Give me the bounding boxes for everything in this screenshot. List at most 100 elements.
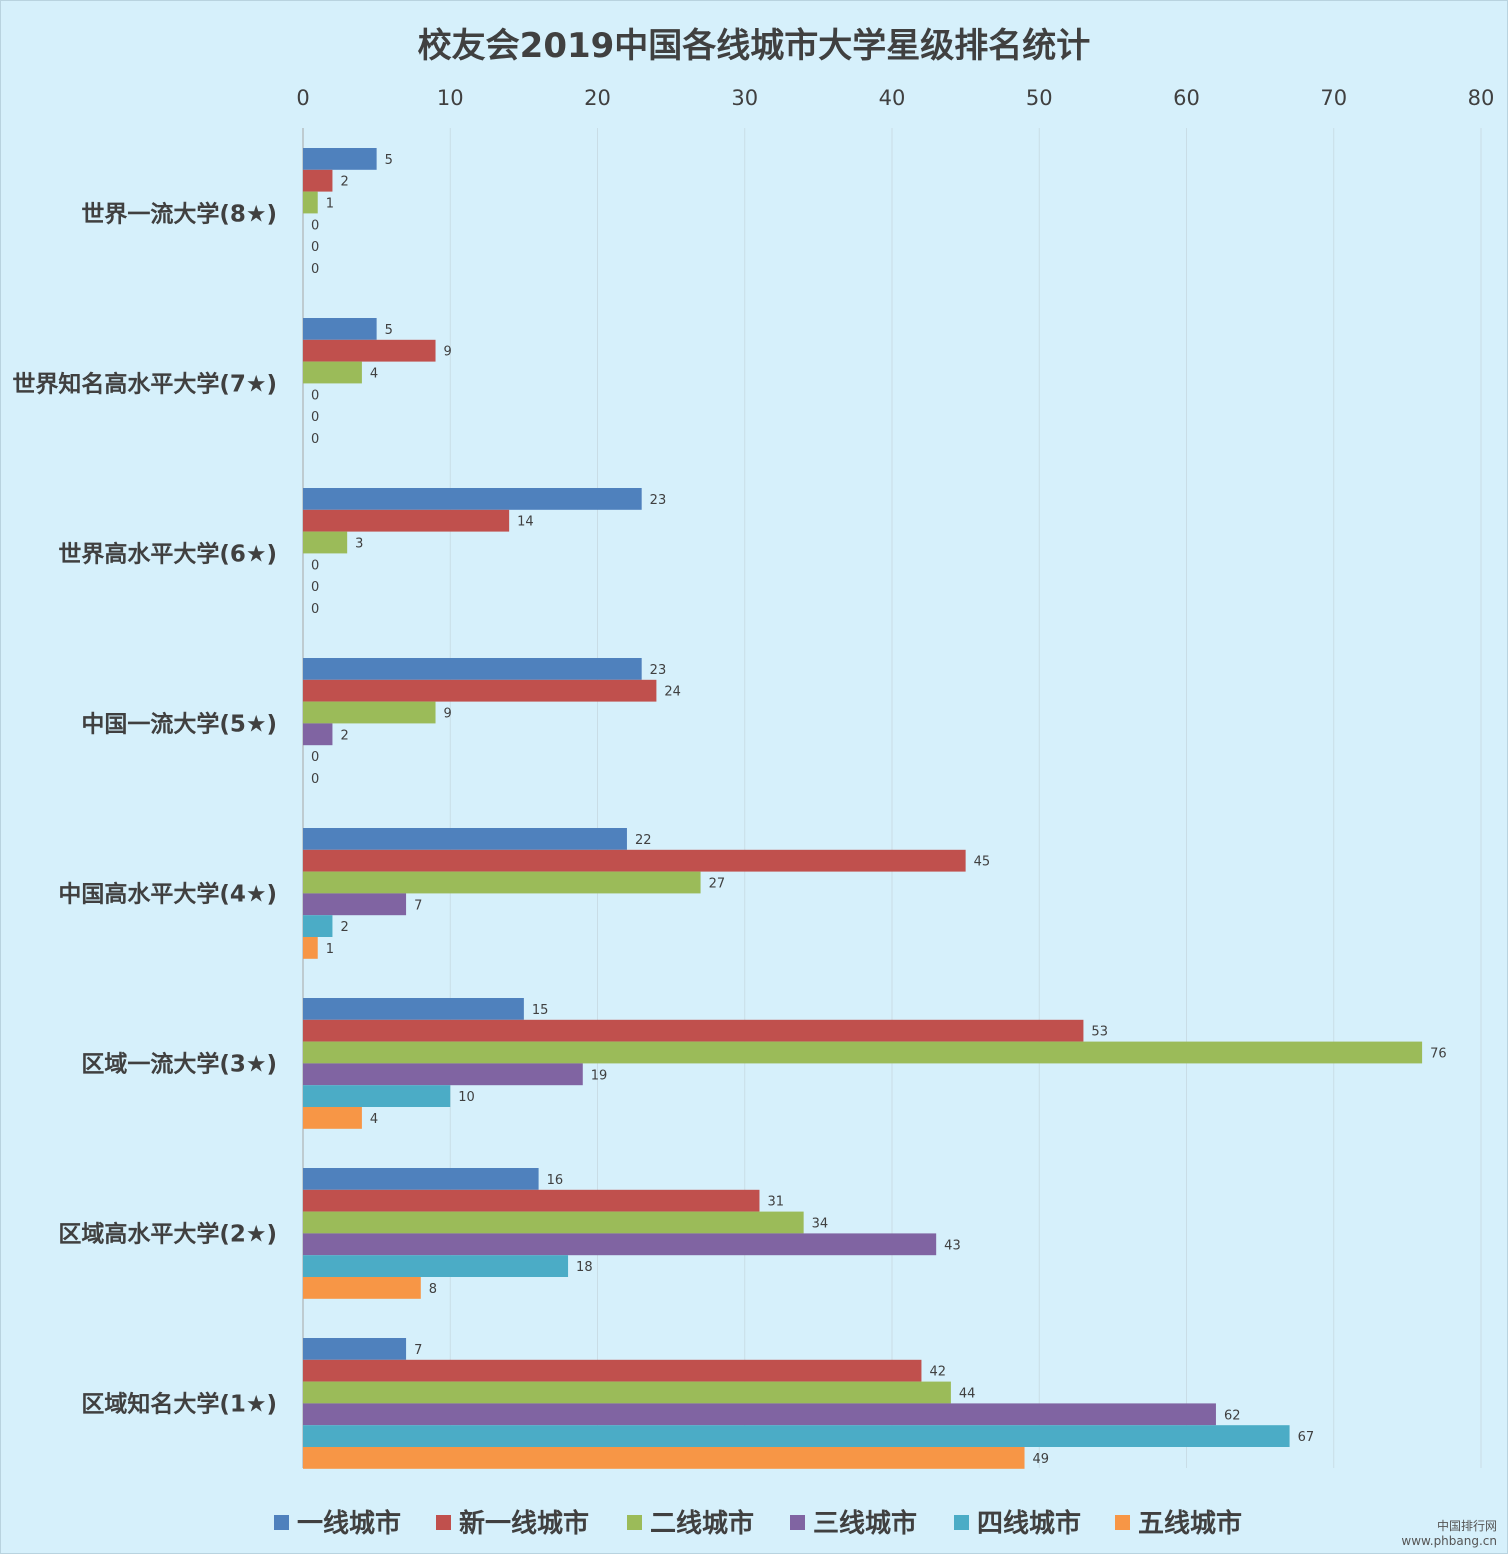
data-labels: 5210005940002314300023249200224527721155… — [311, 153, 1447, 1467]
data-label: 10 — [458, 1090, 475, 1105]
data-label: 9 — [444, 707, 452, 722]
bar — [303, 1019, 1084, 1042]
data-label: 7 — [414, 898, 422, 913]
legend-label: 三线城市 — [813, 1508, 917, 1539]
data-label: 3 — [355, 537, 363, 552]
watermark: 中国排行网 www.phbang.cn — [1401, 1518, 1497, 1548]
data-label: 0 — [311, 772, 319, 787]
data-label: 42 — [929, 1365, 946, 1380]
watermark-line1: 中国排行网 — [1437, 1518, 1497, 1533]
legend-label: 二线城市 — [650, 1508, 754, 1539]
bar — [303, 915, 333, 937]
data-label: 9 — [444, 345, 452, 360]
data-label: 76 — [1430, 1047, 1447, 1062]
data-label: 14 — [517, 515, 534, 530]
data-label: 0 — [311, 410, 319, 425]
x-tick-label: 60 — [1173, 86, 1200, 110]
bar — [303, 1211, 804, 1234]
legend-label: 一线城市 — [297, 1508, 401, 1539]
legend-label: 四线城市 — [977, 1508, 1081, 1539]
data-label: 67 — [1298, 1430, 1315, 1445]
bar — [303, 723, 333, 746]
data-label: 49 — [1033, 1452, 1050, 1467]
x-tick-label: 10 — [437, 86, 464, 110]
x-tick-label: 70 — [1320, 86, 1347, 110]
bar — [303, 1107, 362, 1129]
legend-swatch — [790, 1515, 805, 1530]
bar — [303, 191, 318, 214]
bar — [303, 1063, 583, 1086]
x-axis-ticks: 0 10 20 30 40 50 60 70 80 — [296, 86, 1494, 110]
bar — [303, 531, 348, 554]
data-label: 15 — [532, 1003, 549, 1018]
x-tick-label: 30 — [731, 86, 758, 110]
bar — [303, 339, 436, 362]
bar — [303, 488, 642, 510]
data-label: 0 — [311, 602, 319, 617]
data-label: 8 — [429, 1282, 437, 1297]
data-label: 7 — [414, 1343, 422, 1358]
watermark-line2: www.phbang.cn — [1401, 1534, 1497, 1548]
bar — [303, 1359, 922, 1382]
bar — [303, 1447, 1025, 1469]
x-tick-label: 50 — [1026, 86, 1053, 110]
bars — [303, 148, 1423, 1469]
legend-swatch — [954, 1515, 969, 1530]
data-label: 2 — [340, 175, 348, 190]
x-tick-label: 40 — [879, 86, 906, 110]
data-label: 0 — [311, 388, 319, 403]
bar — [303, 658, 642, 680]
legend: 一线城市 新一线城市 二线城市 三线城市 四线城市 五线城市 — [274, 1508, 1242, 1539]
data-label: 0 — [311, 580, 319, 595]
data-label: 43 — [944, 1238, 961, 1253]
bar — [303, 998, 524, 1020]
category-label: 区域高水平大学(2★) — [58, 1220, 277, 1247]
data-label: 0 — [311, 750, 319, 765]
chart-title: 校友会2019中国各线城市大学星级排名统计 — [418, 26, 1091, 66]
data-label: 5 — [385, 153, 393, 168]
bar — [303, 701, 436, 724]
category-label: 区域一流大学(3★) — [81, 1050, 277, 1077]
data-label: 0 — [311, 240, 319, 255]
bar — [303, 148, 377, 170]
bar — [303, 828, 627, 850]
data-label: 53 — [1091, 1025, 1108, 1040]
legend-swatch — [1115, 1515, 1130, 1530]
data-label: 16 — [547, 1173, 564, 1188]
bar — [303, 1255, 569, 1277]
category-label: 世界高水平大学(6★) — [58, 540, 277, 567]
bar — [303, 509, 510, 532]
category-label: 中国一流大学(5★) — [81, 710, 277, 737]
legend-swatch — [274, 1515, 289, 1530]
bar — [303, 1425, 1290, 1447]
bar — [303, 1277, 421, 1299]
data-label: 18 — [576, 1260, 593, 1275]
data-label: 19 — [591, 1068, 608, 1083]
data-label: 45 — [974, 855, 991, 870]
data-label: 1 — [326, 197, 334, 212]
data-label: 31 — [767, 1195, 784, 1210]
bar — [303, 318, 377, 340]
data-label: 2 — [340, 728, 348, 743]
y-axis-categories: 世界一流大学(8★) 世界知名高水平大学(7★) 世界高水平大学(6★) 中国一流大学… — [12, 200, 277, 1417]
x-tick-label: 20 — [584, 86, 611, 110]
bar — [303, 871, 701, 894]
bar — [303, 1168, 539, 1190]
bar — [303, 1085, 451, 1107]
data-label: 0 — [311, 218, 319, 233]
data-label: 4 — [370, 367, 378, 382]
bar — [303, 1041, 1423, 1064]
data-label: 62 — [1224, 1408, 1241, 1423]
legend-swatch — [627, 1515, 642, 1530]
bar — [303, 1338, 407, 1360]
data-label: 0 — [311, 432, 319, 447]
data-label: 1 — [326, 942, 334, 957]
bar — [303, 1233, 937, 1256]
data-label: 24 — [664, 685, 681, 700]
data-label: 44 — [959, 1387, 976, 1402]
data-label: 2 — [340, 920, 348, 935]
data-label: 23 — [650, 493, 667, 508]
data-label: 22 — [635, 833, 652, 848]
bar — [303, 679, 657, 702]
